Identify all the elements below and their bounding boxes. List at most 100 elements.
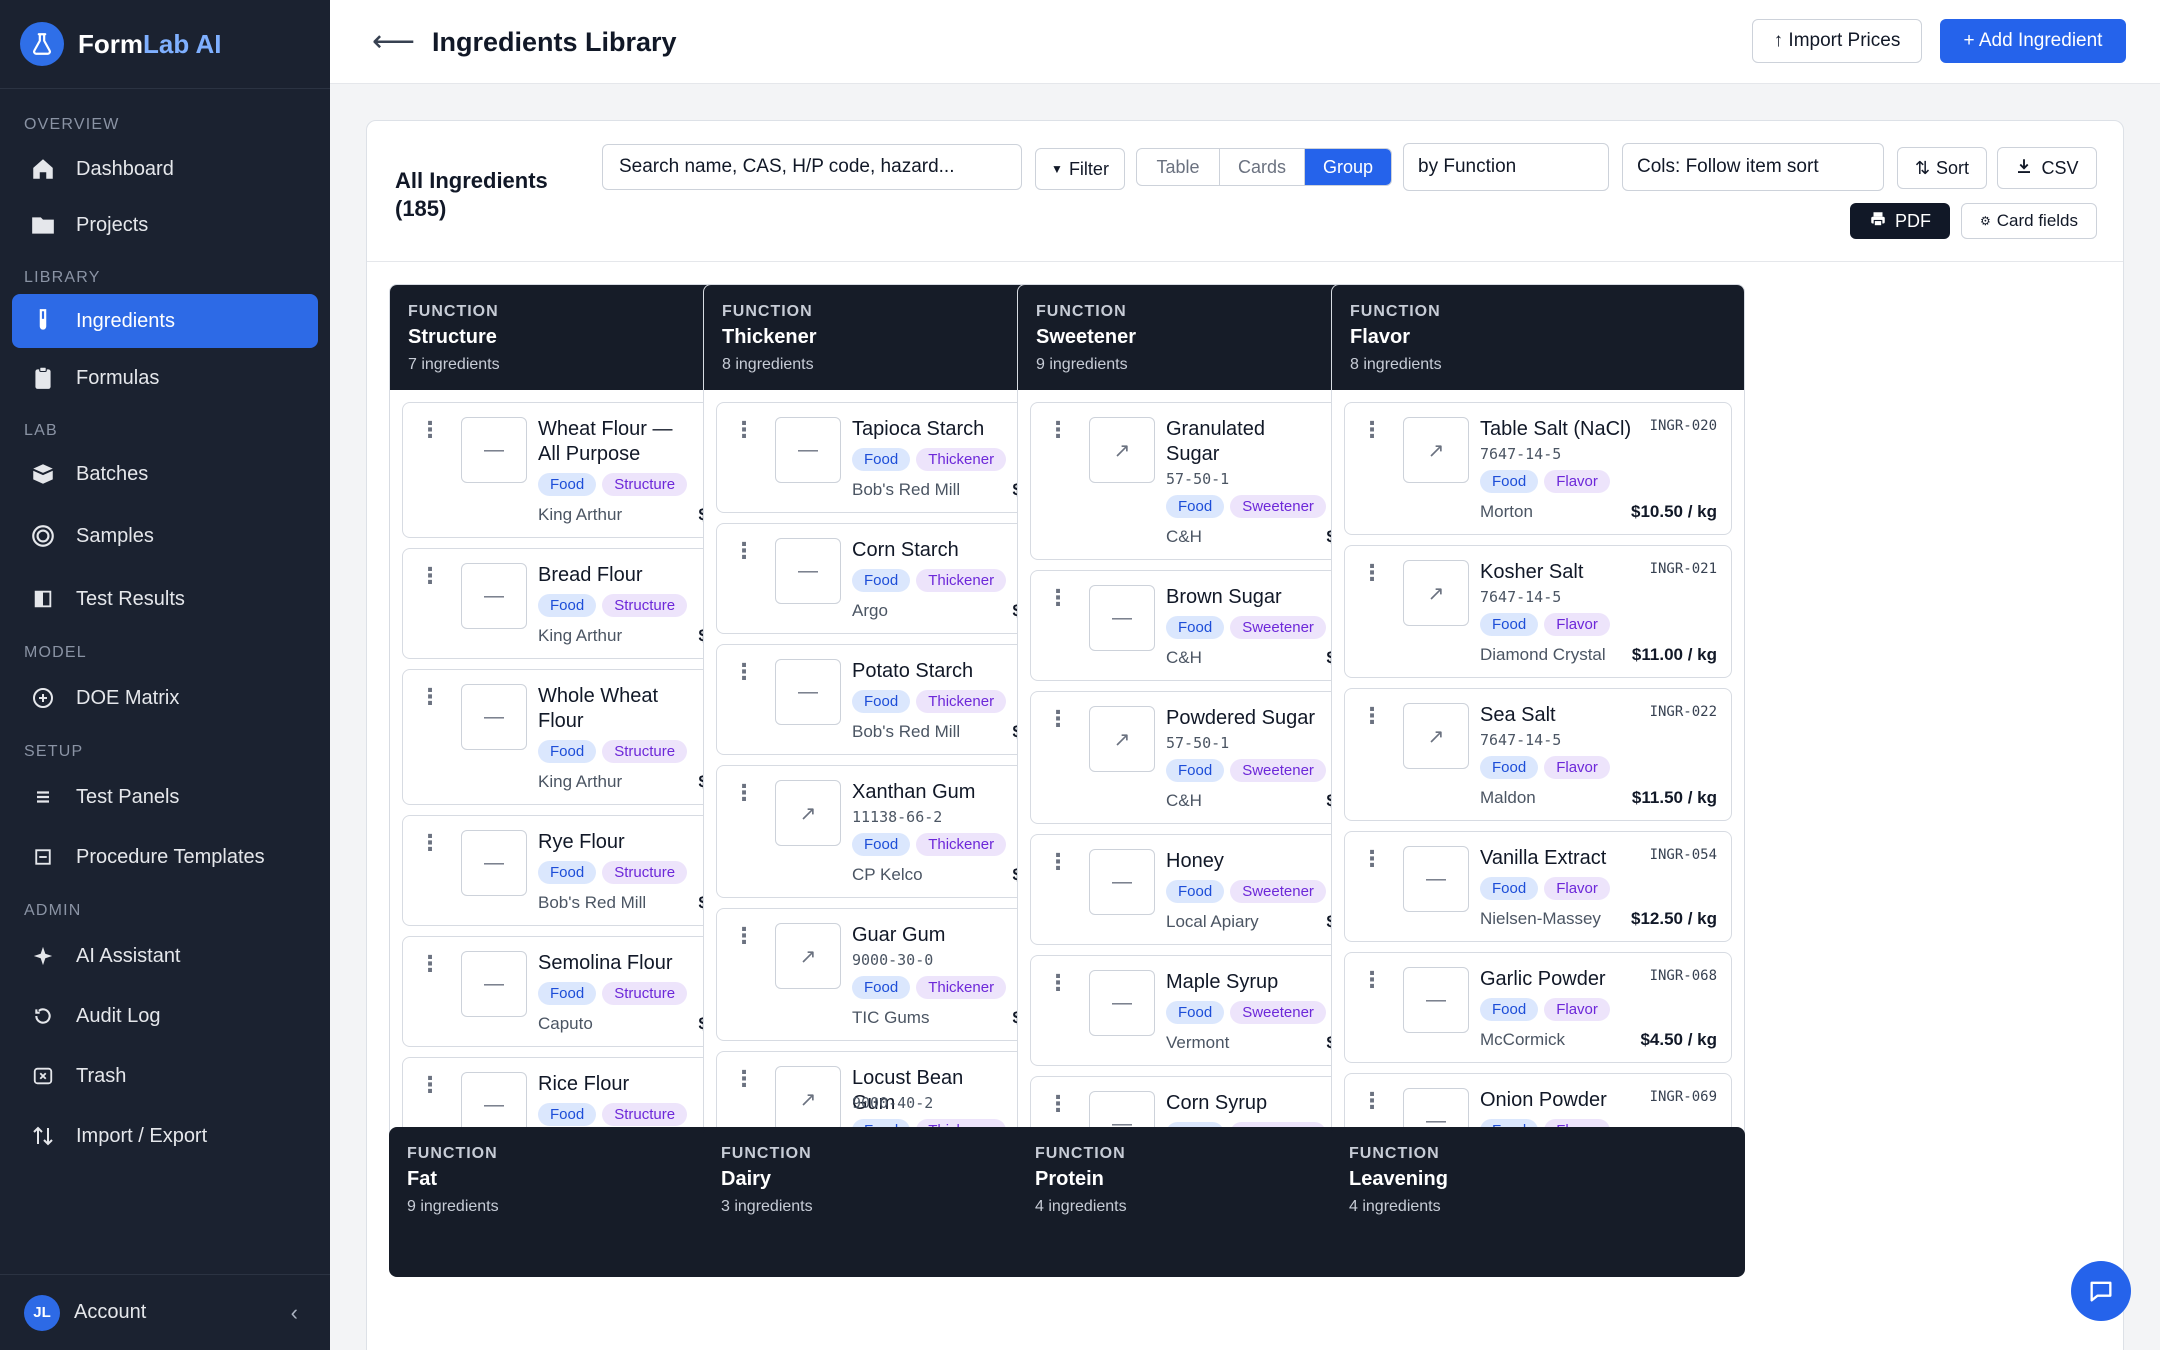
supplier-name: Morton <box>1480 502 1533 521</box>
category-tag: Food <box>1480 470 1539 493</box>
card-fields-button[interactable]: ⚙ Card fields <box>1961 203 2097 239</box>
search-input[interactable]: Search name, CAS, H/P code, hazard... <box>602 144 1022 190</box>
ingredient-name: Whole Wheat Flour <box>538 685 659 732</box>
category-tag: Thickener <box>916 448 1007 471</box>
brand-name: FormLab AI <box>78 28 222 59</box>
kebab-menu-icon[interactable]: ⋮ <box>733 923 755 948</box>
kebab-menu-icon[interactable]: ⋮ <box>733 780 755 805</box>
sidebar-item-batches[interactable]: Batches <box>12 447 318 501</box>
ingredient-name: Corn Starch <box>852 539 959 561</box>
kebab-menu-icon[interactable]: ⋮ <box>1047 849 1069 874</box>
chat-button[interactable] <box>2071 1261 2131 1321</box>
sidebar-item-projects[interactable]: Projects <box>12 198 318 252</box>
kebab-menu-icon[interactable]: ⋮ <box>733 659 755 684</box>
filter-button[interactable]: ▼ Filter <box>1035 148 1125 190</box>
top-bar: ⟵ Ingredients Library ↑ Import Prices + … <box>330 0 2160 84</box>
kebab-menu-icon[interactable]: ⋮ <box>1361 967 1383 992</box>
kebab-menu-icon[interactable]: ⋮ <box>1047 706 1069 731</box>
ingredient-name: Table Salt (NaCl) <box>1480 418 1632 440</box>
kebab-menu-icon[interactable]: ⋮ <box>419 563 441 588</box>
group-by-select[interactable]: by Function <box>1403 143 1609 191</box>
kebab-menu-icon[interactable]: ⋮ <box>419 417 441 442</box>
kebab-menu-icon[interactable]: ⋮ <box>419 684 441 709</box>
panel-title: All Ingredients (185) <box>395 168 548 221</box>
sidebar-item-formulas[interactable]: Formulas <box>12 351 318 405</box>
kebab-menu-icon[interactable]: ⋮ <box>1361 703 1383 728</box>
external-link-icon: ↗ <box>1089 706 1155 772</box>
download-icon <box>2015 157 2033 180</box>
sidebar-item-trash[interactable]: Trash <box>12 1049 318 1103</box>
kebab-menu-icon[interactable]: ⋮ <box>1047 970 1069 995</box>
csv-export-button[interactable]: CSV <box>1997 147 2097 189</box>
ingredient-card[interactable]: ⋮ — Garlic Powder INGR-068 Food Flavor McCormi… <box>1344 952 1732 1063</box>
sidebar-item-import-export[interactable]: Import / Export <box>12 1109 318 1163</box>
ingredient-card[interactable]: ⋮ ↗ Table Salt (NaCl) INGR-020 7647-14-5 Food… <box>1344 402 1732 535</box>
category-tag: Structure <box>602 1103 688 1126</box>
sidebar-item-dashboard[interactable]: Dashboard <box>12 142 318 196</box>
columns-sort-select[interactable]: Cols: Follow item sort <box>1622 143 1884 191</box>
box-icon <box>28 459 58 489</box>
kebab-menu-icon[interactable]: ⋮ <box>1361 560 1383 585</box>
sort-button[interactable]: ⇅ Sort <box>1897 147 1987 189</box>
kebab-menu-icon[interactable]: ⋮ <box>1047 585 1069 610</box>
collapse-sidebar-icon[interactable]: ‹ <box>290 1299 298 1325</box>
ingredient-card[interactable]: ⋮ ↗ Kosher Salt INGR-021 7647-14-5 Food Flavor… <box>1344 545 1732 678</box>
category-tag: Thickener <box>916 690 1007 713</box>
image-placeholder-icon: — <box>775 417 841 483</box>
brand[interactable]: FormLab AI <box>0 0 330 89</box>
sidebar-item-audit-log[interactable]: Audit Log <box>12 989 318 1043</box>
category-tag: Food <box>538 594 597 617</box>
group-card-list: ⋮ ↗ Table Salt (NaCl) INGR-020 7647-14-5 Food… <box>1332 390 1744 1227</box>
cas-number: 7647-14-5 <box>1480 445 1562 463</box>
ingredient-name: Potato Starch <box>852 660 974 682</box>
sidebar-item-ingredients[interactable]: Ingredients <box>12 294 318 348</box>
group-name: Leavening <box>1349 1168 1448 1190</box>
view-group-button[interactable]: Group <box>1305 149 1391 185</box>
category-tag: Food <box>852 976 911 999</box>
sidebar-item-ai-assistant[interactable]: AI Assistant <box>12 929 318 983</box>
ingredients-panel: All Ingredients (185) Search name, CAS, … <box>366 120 2124 1350</box>
add-ingredient-button[interactable]: + Add Ingredient <box>1940 19 2126 63</box>
kebab-menu-icon[interactable]: ⋮ <box>419 951 441 976</box>
group-name: Flavor <box>1350 326 1411 348</box>
kebab-menu-icon[interactable]: ⋮ <box>419 830 441 855</box>
kebab-menu-icon[interactable]: ⋮ <box>1047 417 1069 442</box>
ingredient-card[interactable]: ⋮ — Vanilla Extract INGR-054 Food Flavor Niels… <box>1344 831 1732 942</box>
kebab-menu-icon[interactable]: ⋮ <box>733 417 755 442</box>
sidebar-item-doe-matrix[interactable]: DOE Matrix <box>12 671 318 725</box>
category-tag: Food <box>538 1103 597 1126</box>
external-link-icon: ↗ <box>1403 560 1469 626</box>
group-card-list: ⋮—Tapioca StarchINGR-008FoodThickenerBob… <box>704 390 1116 1227</box>
kebab-menu-icon[interactable]: ⋮ <box>1047 1091 1069 1116</box>
import-prices-button[interactable]: ↑ Import Prices <box>1752 19 1922 63</box>
back-arrow-icon[interactable]: ⟵ <box>372 25 416 58</box>
kebab-menu-icon[interactable]: ⋮ <box>733 1066 755 1091</box>
ingredient-name: Onion Powder <box>1480 1089 1607 1111</box>
sidebar-item-procedure-templates[interactable]: Procedure Templates <box>12 830 318 884</box>
kebab-menu-icon[interactable]: ⋮ <box>1361 417 1383 442</box>
cas-number: 7647-14-5 <box>1480 731 1562 749</box>
category-tag: Food <box>1166 616 1225 639</box>
view-cards-button[interactable]: Cards <box>1220 149 1305 185</box>
kebab-menu-icon[interactable]: ⋮ <box>419 1072 441 1097</box>
kebab-menu-icon[interactable]: ⋮ <box>1361 846 1383 871</box>
ingredient-name: Kosher Salt <box>1480 561 1584 583</box>
history-icon <box>28 1001 58 1031</box>
view-table-button[interactable]: Table <box>1137 149 1220 185</box>
ingredient-card[interactable]: ⋮ ↗ Sea Salt INGR-022 7647-14-5 Food Flavor Mal… <box>1344 688 1732 821</box>
kebab-menu-icon[interactable]: ⋮ <box>1361 1088 1383 1113</box>
ingredient-name: Rye Flour <box>538 831 625 853</box>
category-tag: Flavor <box>1544 998 1610 1021</box>
pdf-export-button[interactable]: PDF <box>1850 203 1950 239</box>
tag-list: Food Structure <box>538 1103 688 1126</box>
kebab-menu-icon[interactable]: ⋮ <box>733 538 755 563</box>
sidebar-item-test-results[interactable]: Test Results <box>12 572 318 626</box>
account-menu[interactable]: JL Account ‹ <box>0 1274 330 1350</box>
view-toggle: Table Cards Group <box>1136 148 1392 186</box>
sidebar-item-samples[interactable]: Samples <box>12 509 318 563</box>
sidebar-item-test-panels[interactable]: Test Panels <box>12 770 318 824</box>
category-tag: Structure <box>602 594 688 617</box>
avatar: JL <box>24 1294 60 1331</box>
